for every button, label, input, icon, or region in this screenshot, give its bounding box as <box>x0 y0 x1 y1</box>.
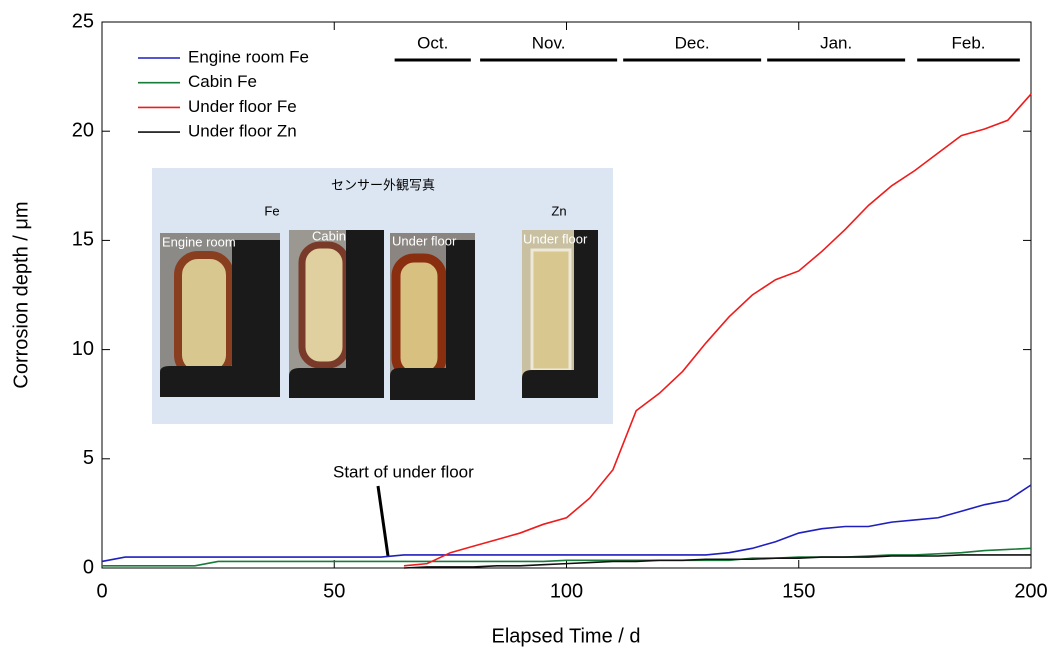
inset: センサー外観写真 Fe Zn Engine room Cabin Under f… <box>152 168 613 424</box>
photo <box>522 230 598 398</box>
y-tick-label: 0 <box>83 556 94 578</box>
photo-label: Under floor <box>392 233 457 248</box>
series-line <box>403 554 1031 569</box>
inset-title: センサー外観写真 <box>331 177 435 192</box>
photo <box>289 230 384 398</box>
inset-group: Zn <box>551 203 566 218</box>
photo-label: Cabin <box>312 228 346 243</box>
month-label: Nov. <box>532 33 566 52</box>
y-tick-label: 5 <box>83 447 94 469</box>
y-tick-label: 15 <box>72 229 94 251</box>
series-line <box>403 93 1032 567</box>
photo <box>160 233 280 397</box>
month-label: Feb. <box>952 33 986 52</box>
inset-group: Fe <box>264 203 279 218</box>
series-line <box>102 547 1032 567</box>
x-tick-label: 200 <box>1014 580 1047 602</box>
photo-label: Under floor <box>523 231 588 246</box>
month-label: Dec. <box>675 33 710 52</box>
legend-label: Engine room Fe <box>188 47 309 66</box>
y-axis-title: Corrosion depth / μm <box>10 201 32 388</box>
photo <box>390 233 475 400</box>
x-tick-label: 150 <box>782 580 815 602</box>
x-tick-label: 0 <box>96 580 107 602</box>
y-tick-label: 10 <box>72 338 94 360</box>
legend-label: Under floor Zn <box>188 122 297 141</box>
legend-label: Under floor Fe <box>188 97 297 116</box>
month-label: Jan. <box>820 33 852 52</box>
y-tick-label: 20 <box>72 119 94 141</box>
x-tick-label: 50 <box>323 580 345 602</box>
annotation-arrow <box>376 485 390 557</box>
y-tick-label: 25 <box>72 10 94 32</box>
month-label: Oct. <box>417 33 448 52</box>
x-tick-label: 100 <box>550 580 583 602</box>
photo-label: Engine room <box>162 234 236 249</box>
annotation: Start of under floor <box>333 462 474 481</box>
legend-label: Cabin Fe <box>188 72 257 91</box>
series-line <box>101 484 1032 563</box>
x-axis-title: Elapsed Time / d <box>492 625 641 647</box>
